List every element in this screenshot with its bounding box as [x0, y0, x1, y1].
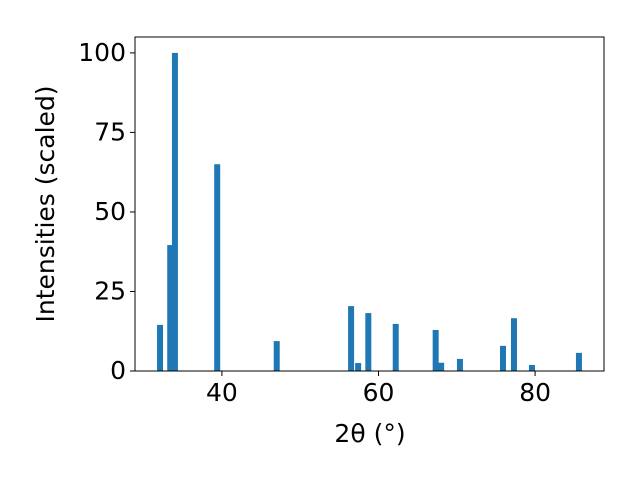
bar	[157, 324, 164, 371]
bar	[273, 341, 280, 371]
bar	[528, 364, 535, 371]
bar	[392, 323, 399, 371]
bar	[171, 52, 178, 372]
x-axis-label: 2θ (°)	[334, 419, 405, 448]
bar	[167, 245, 174, 371]
bar	[438, 362, 445, 371]
x-tick-label: 80	[519, 378, 551, 407]
bar	[348, 306, 355, 371]
x-tick-label: 60	[363, 378, 395, 407]
bar	[365, 313, 372, 371]
bar	[214, 164, 221, 371]
y-tick-label: 50	[94, 197, 126, 226]
y-tick-label: 100	[78, 38, 126, 67]
y-tick-label: 0	[110, 356, 126, 385]
bar	[355, 363, 362, 371]
bar	[575, 352, 582, 371]
x-tick-label: 40	[206, 378, 238, 407]
y-axis-label: Intensities (scaled)	[31, 85, 60, 322]
plot-frame	[134, 36, 605, 372]
y-tick-label: 25	[94, 276, 126, 305]
bar	[432, 329, 439, 371]
y-tick-label: 75	[94, 117, 126, 146]
bar	[456, 358, 463, 371]
bar	[510, 318, 517, 371]
bar	[499, 345, 506, 371]
